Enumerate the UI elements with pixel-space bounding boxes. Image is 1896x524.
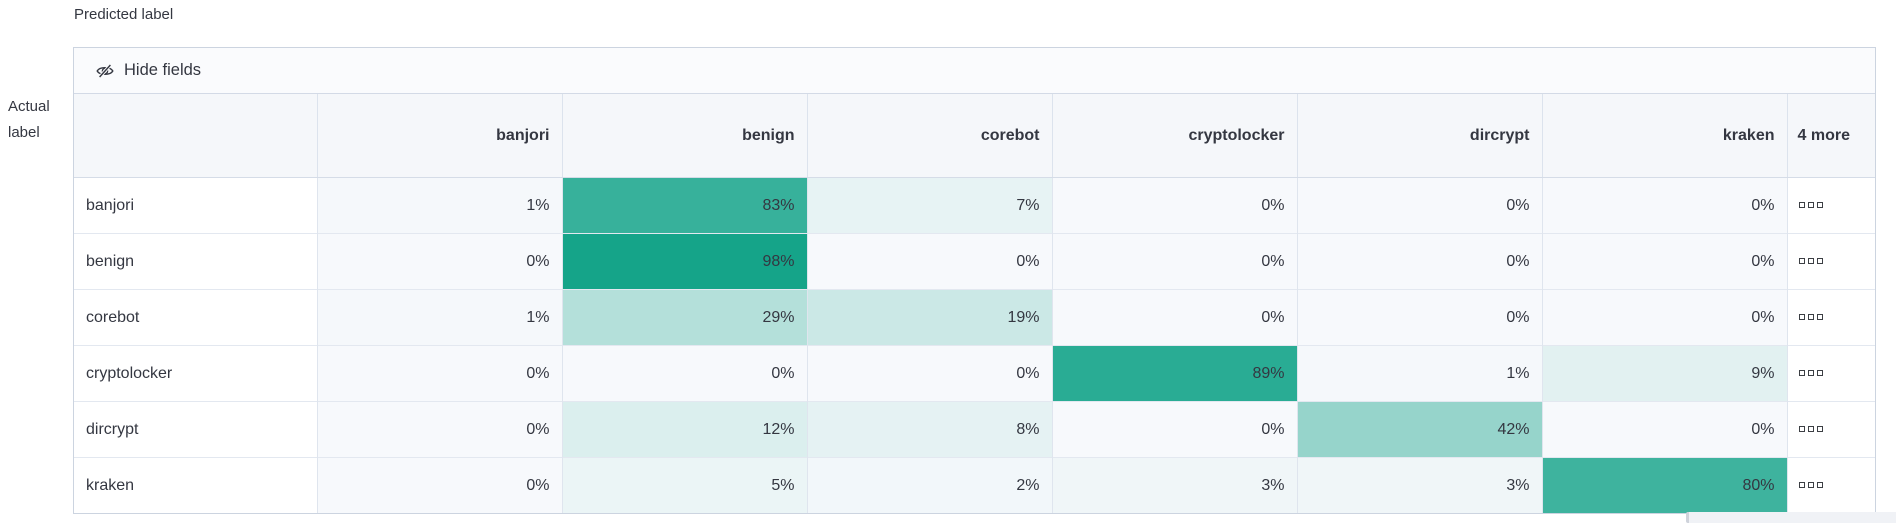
boxes-horizontal-icon bbox=[1807, 314, 1814, 321]
horizontal-scrollbar[interactable] bbox=[1686, 512, 1896, 523]
boxes-horizontal-icon bbox=[1798, 426, 1805, 433]
cell-cryptolocker-cryptolocker[interactable]: 89% bbox=[1051, 345, 1297, 402]
cell-cryptolocker-kraken[interactable]: 9% bbox=[1541, 345, 1787, 402]
boxes-horizontal-icon bbox=[1798, 202, 1805, 209]
column-header-dircrypt[interactable]: dircrypt bbox=[1296, 94, 1542, 178]
cell-banjori-cryptolocker[interactable]: 0% bbox=[1051, 177, 1297, 234]
cell-benign-dircrypt[interactable]: 0% bbox=[1296, 233, 1542, 290]
matrix-row-benign: benign 0% 98% 0% 0% 0% 0% bbox=[74, 233, 1875, 290]
matrix-row-kraken: kraken 0% 5% 2% 3% 3% 80% bbox=[74, 457, 1875, 513]
cell-benign-benign[interactable]: 98% bbox=[561, 233, 807, 290]
cell-kraken-banjori[interactable]: 0% bbox=[316, 457, 562, 513]
more-cell-button[interactable] bbox=[1786, 401, 1875, 458]
matrix-body: banjori 1% 83% 7% 0% 0% 0% benign 0% 98% 0% 0% 0% 0% c… bbox=[74, 177, 1875, 513]
matrix-row-banjori: banjori 1% 83% 7% 0% 0% 0% bbox=[74, 177, 1875, 234]
row-label-kraken[interactable]: kraken bbox=[74, 457, 317, 513]
cell-banjori-corebot[interactable]: 7% bbox=[806, 177, 1052, 234]
cell-kraken-kraken[interactable]: 80% bbox=[1541, 457, 1787, 513]
cell-cryptolocker-banjori[interactable]: 0% bbox=[316, 345, 562, 402]
data-grid: Hide fields banjori benign corebot cryptolo… bbox=[73, 47, 1876, 514]
row-label-cryptolocker[interactable]: cryptolocker bbox=[74, 345, 317, 402]
boxes-horizontal-icon bbox=[1807, 370, 1814, 377]
boxes-horizontal-icon bbox=[1816, 482, 1823, 489]
boxes-horizontal-icon bbox=[1798, 258, 1805, 265]
cell-benign-cryptolocker[interactable]: 0% bbox=[1051, 233, 1297, 290]
cell-dircrypt-banjori[interactable]: 0% bbox=[316, 401, 562, 458]
cell-banjori-banjori[interactable]: 1% bbox=[316, 177, 562, 234]
column-header-kraken[interactable]: kraken bbox=[1541, 94, 1787, 178]
boxes-horizontal-icon bbox=[1816, 202, 1823, 209]
more-cell-button[interactable] bbox=[1786, 457, 1875, 513]
boxes-horizontal-icon bbox=[1816, 258, 1823, 265]
cell-corebot-corebot[interactable]: 19% bbox=[806, 289, 1052, 346]
corner-header-cell bbox=[74, 94, 317, 178]
cell-kraken-benign[interactable]: 5% bbox=[561, 457, 807, 513]
row-label-banjori[interactable]: banjori bbox=[74, 177, 317, 234]
boxes-horizontal-icon bbox=[1807, 258, 1814, 265]
more-cell-button[interactable] bbox=[1786, 289, 1875, 346]
boxes-horizontal-icon bbox=[1807, 202, 1814, 209]
matrix-row-cryptolocker: cryptolocker 0% 0% 0% 89% 1% 9% bbox=[74, 345, 1875, 402]
boxes-horizontal-icon bbox=[1816, 426, 1823, 433]
eye-slash-icon bbox=[96, 63, 114, 78]
cell-corebot-cryptolocker[interactable]: 0% bbox=[1051, 289, 1297, 346]
matrix-header-row: banjori benign corebot cryptolocker dircrypt… bbox=[74, 94, 1875, 178]
cell-corebot-dircrypt[interactable]: 0% bbox=[1296, 289, 1542, 346]
boxes-horizontal-icon bbox=[1816, 314, 1823, 321]
row-label-dircrypt[interactable]: dircrypt bbox=[74, 401, 317, 458]
cell-benign-banjori[interactable]: 0% bbox=[316, 233, 562, 290]
more-cell-button[interactable] bbox=[1786, 233, 1875, 290]
boxes-horizontal-icon bbox=[1807, 482, 1814, 489]
boxes-horizontal-icon bbox=[1816, 370, 1823, 377]
cell-corebot-banjori[interactable]: 1% bbox=[316, 289, 562, 346]
boxes-horizontal-icon bbox=[1798, 314, 1805, 321]
cell-dircrypt-cryptolocker[interactable]: 0% bbox=[1051, 401, 1297, 458]
column-header-banjori[interactable]: banjori bbox=[316, 94, 562, 178]
cell-dircrypt-kraken[interactable]: 0% bbox=[1541, 401, 1787, 458]
hide-fields-button[interactable]: Hide fields bbox=[74, 48, 1875, 94]
cell-benign-kraken[interactable]: 0% bbox=[1541, 233, 1787, 290]
column-header-corebot[interactable]: corebot bbox=[806, 94, 1052, 178]
cell-dircrypt-corebot[interactable]: 8% bbox=[806, 401, 1052, 458]
cell-cryptolocker-corebot[interactable]: 0% bbox=[806, 345, 1052, 402]
matrix-row-dircrypt: dircrypt 0% 12% 8% 0% 42% 0% bbox=[74, 401, 1875, 458]
hide-fields-label: Hide fields bbox=[124, 61, 202, 79]
cell-corebot-kraken[interactable]: 0% bbox=[1541, 289, 1787, 346]
cell-kraken-cryptolocker[interactable]: 3% bbox=[1051, 457, 1297, 513]
column-header-more[interactable]: 4 more bbox=[1786, 94, 1875, 178]
column-header-cryptolocker[interactable]: cryptolocker bbox=[1051, 94, 1297, 178]
boxes-horizontal-icon bbox=[1807, 426, 1814, 433]
actual-axis-label: Actual label bbox=[8, 98, 50, 141]
cell-benign-corebot[interactable]: 0% bbox=[806, 233, 1052, 290]
cell-dircrypt-dircrypt[interactable]: 42% bbox=[1296, 401, 1542, 458]
cell-cryptolocker-dircrypt[interactable]: 1% bbox=[1296, 345, 1542, 402]
column-header-benign[interactable]: benign bbox=[561, 94, 807, 178]
cell-banjori-benign[interactable]: 83% bbox=[561, 177, 807, 234]
cell-kraken-dircrypt[interactable]: 3% bbox=[1296, 457, 1542, 513]
cell-kraken-corebot[interactable]: 2% bbox=[806, 457, 1052, 513]
confusion-matrix-table: banjori benign corebot cryptolocker dircrypt… bbox=[74, 94, 1875, 513]
more-cell-button[interactable] bbox=[1786, 177, 1875, 234]
row-label-corebot[interactable]: corebot bbox=[74, 289, 317, 346]
row-label-benign[interactable]: benign bbox=[74, 233, 317, 290]
matrix-row-corebot: corebot 1% 29% 19% 0% 0% 0% bbox=[74, 289, 1875, 346]
cell-dircrypt-benign[interactable]: 12% bbox=[561, 401, 807, 458]
predicted-axis-label: Predicted label bbox=[74, 6, 174, 23]
more-cell-button[interactable] bbox=[1786, 345, 1875, 402]
cell-corebot-benign[interactable]: 29% bbox=[561, 289, 807, 346]
boxes-horizontal-icon bbox=[1798, 370, 1805, 377]
boxes-horizontal-icon bbox=[1798, 482, 1805, 489]
cell-banjori-kraken[interactable]: 0% bbox=[1541, 177, 1787, 234]
cell-cryptolocker-benign[interactable]: 0% bbox=[561, 345, 807, 402]
cell-banjori-dircrypt[interactable]: 0% bbox=[1296, 177, 1542, 234]
